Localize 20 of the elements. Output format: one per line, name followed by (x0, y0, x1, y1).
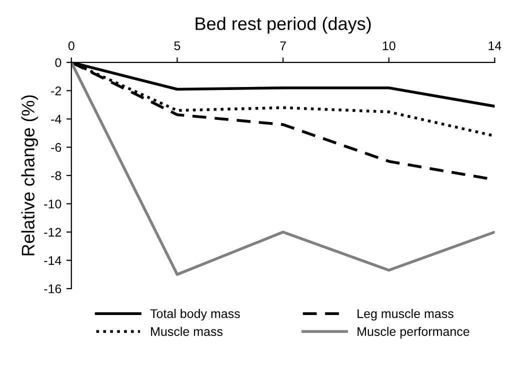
y-tick-label: -6 (51, 143, 62, 152)
y-tick-label: -12 (44, 228, 62, 237)
x-axis-title: Bed rest period (days) (196, 16, 371, 34)
y-tick-label: -14 (44, 256, 62, 265)
x-tick-label: 5 (174, 41, 180, 50)
legend-label: Leg muscle mass (358, 308, 454, 321)
x-tick-label: 0 (68, 41, 74, 50)
y-tick-label: -4 (51, 114, 62, 124)
y-tick-label: -2 (51, 86, 62, 96)
y-tick-label: -10 (44, 200, 62, 208)
y-axis-title: Relative change (%) (21, 95, 38, 256)
legend-label: Muscle performance (358, 326, 470, 338)
x-tick-label: 14 (488, 41, 502, 50)
x-tick-label: 7 (280, 41, 286, 50)
y-tick-label: 0 (55, 58, 62, 68)
y-tick-label: -8 (51, 171, 62, 180)
y-tick-label: -16 (44, 284, 62, 294)
legend-label: Muscle mass (151, 326, 223, 336)
x-tick-label: 10 (382, 41, 396, 50)
legend-label: Total body mass (150, 308, 240, 321)
